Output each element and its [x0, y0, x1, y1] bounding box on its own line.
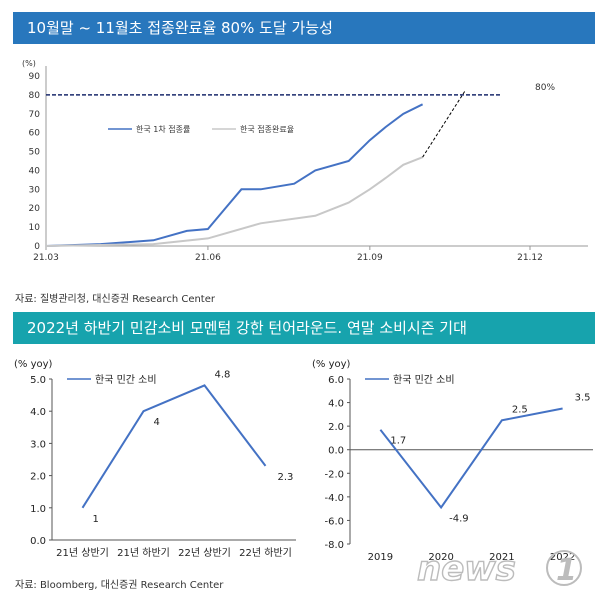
chart3-data-label: 2.5 [512, 404, 528, 415]
chart3-y-tick-label: 0.0 [328, 446, 344, 457]
legend-label-first-dose: 한국 1차 접종률 [136, 124, 190, 134]
chart2-series-line [81, 384, 267, 509]
chart3-y-tick-label: 4.0 [328, 399, 344, 410]
chart2-x-tick-label: 22년 하반기 [239, 546, 292, 559]
y-tick-label: 70 [29, 110, 41, 120]
y-tick-label: 80 [29, 91, 41, 101]
series-line-2 [422, 90, 466, 158]
chart2-x-tick-label: 21년 상반기 [56, 547, 109, 559]
y-tick-label: 20 [29, 204, 41, 214]
top-chart-banner: 10월말 ~ 11월초 접종완료율 80% 도달 가능성 [13, 12, 595, 44]
series-line-1 [45, 156, 423, 247]
x-tick-label: 21.06 [195, 253, 221, 263]
chart2-y-unit-label: (% yoy) [14, 359, 53, 370]
x-tick-label: 21.03 [33, 253, 59, 263]
chart3-x-tick-label: 2020 [428, 552, 453, 563]
top-chart-source: 자료: 질병관리청, 대신증권 Research Center [15, 294, 215, 305]
chart2-x-tick-label: 22년 상반기 [178, 547, 231, 559]
chart2-y-tick-label: 3.0 [30, 439, 46, 450]
bottom-charts-source: 자료: Bloomberg, 대신증권 Research Center [15, 580, 224, 591]
news1-watermark: news 1 [416, 548, 587, 592]
chart3-data-label: 1.7 [390, 436, 406, 447]
chart2-data-label: 4 [154, 417, 160, 428]
chart3-data-label: -4.9 [449, 513, 469, 524]
chart3-y-tick-label: -4.0 [324, 493, 344, 504]
y-tick-label: 30 [29, 185, 41, 195]
chart2-data-label: 2.3 [278, 472, 294, 483]
y-tick-label: 10 [29, 223, 41, 233]
chart2-data-label: 4.8 [215, 369, 231, 380]
svg-text:1: 1 [556, 553, 577, 588]
legend-label-complete: 한국 접종완료율 [240, 124, 294, 134]
y-tick-label: 40 [29, 166, 41, 176]
chart3-x-tick-label: 2019 [368, 552, 393, 563]
chart3-y-tick-label: 6.0 [328, 375, 344, 386]
reference-line-label: 80% [535, 83, 555, 93]
chart3-y-tick-label: 2.0 [328, 422, 344, 433]
chart2-y-tick-label: 5.0 [30, 375, 46, 386]
chart3-y-tick-label: -6.0 [324, 516, 344, 527]
chart2-y-tick-label: 2.0 [30, 472, 46, 483]
bottom-charts-banner: 2022년 하반기 민감소비 모멘텀 강한 턴어라운드. 연말 소비시즌 기대 [13, 312, 595, 344]
y-tick-label: 60 [29, 129, 41, 139]
chart3-y-unit-label: (% yoy) [312, 359, 351, 370]
chart2-legend-label: 한국 민간 소비 [95, 374, 157, 386]
chart3-x-tick-label: 2022 [550, 552, 575, 563]
chart3-y-tick-label: -2.0 [324, 469, 344, 480]
chart3-y-tick-label: -8.0 [324, 540, 344, 551]
y-tick-label: 50 [29, 148, 41, 158]
x-tick-label: 21.09 [357, 253, 383, 263]
chart3-series-line [379, 407, 563, 510]
svg-text:news: news [417, 549, 516, 588]
y-unit-label: (%) [22, 59, 36, 68]
y-tick-label: 0 [34, 242, 40, 252]
series-line-0 [45, 103, 424, 247]
chart2-x-tick-label: 21년 하반기 [117, 546, 170, 559]
chart2-y-tick-label: 1.0 [30, 504, 46, 515]
chart3-x-tick-label: 2021 [489, 552, 514, 563]
x-tick-label: 21.12 [517, 253, 543, 263]
chart2-y-tick-label: 0.0 [30, 536, 46, 547]
chart2-y-tick-label: 4.0 [30, 407, 46, 418]
chart3-legend-label: 한국 민간 소비 [393, 374, 455, 386]
y-tick-label: 90 [29, 72, 41, 82]
chart2-data-label: 1 [93, 514, 99, 525]
chart3-data-label: 3.5 [575, 392, 591, 403]
